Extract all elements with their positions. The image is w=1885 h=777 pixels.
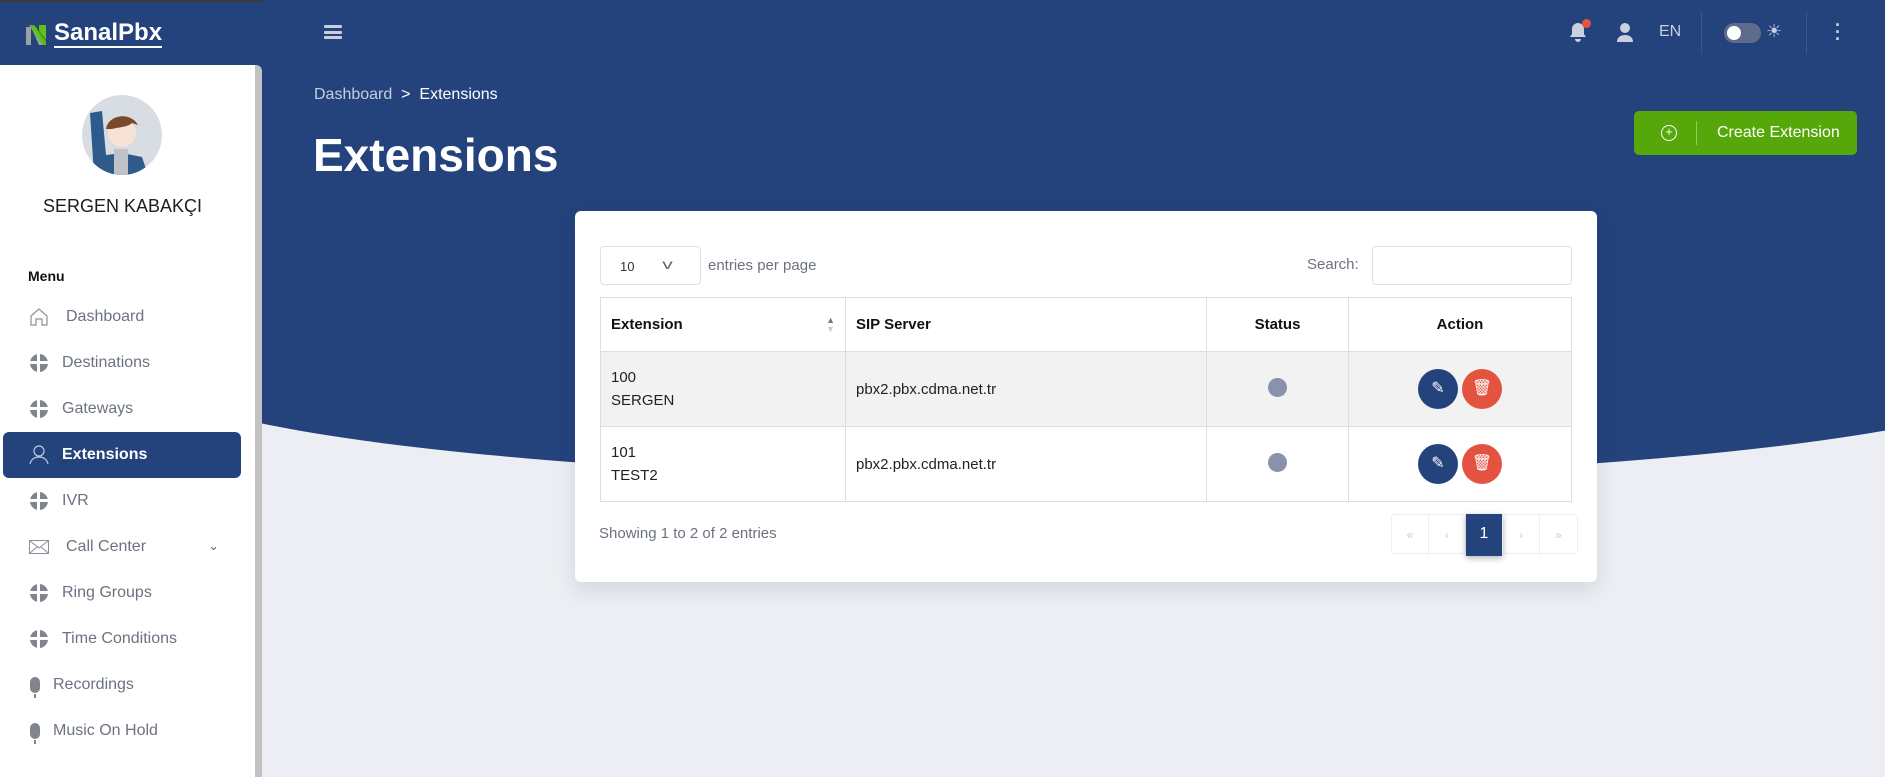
column-header-status[interactable]: Status xyxy=(1206,297,1349,352)
delete-button[interactable]: 🗑 xyxy=(1462,444,1502,484)
page-title: Extensions xyxy=(313,129,559,181)
create-extension-button[interactable]: + Create Extension xyxy=(1634,111,1857,155)
column-header-sip-server[interactable]: SIP Server xyxy=(845,297,1207,352)
globe-icon xyxy=(28,584,50,602)
more-vertical-icon[interactable]: · · · xyxy=(1835,15,1841,49)
extension-name: SERGEN xyxy=(611,392,675,409)
user-icon[interactable] xyxy=(1616,22,1634,47)
sidebar-item-label: Music On Hold xyxy=(53,722,158,739)
menu-heading: Menu xyxy=(28,268,65,284)
column-header-extension[interactable]: Extension ▲ ▼ xyxy=(600,297,846,352)
sip-server: pbx2.pbx.cdma.net.tr xyxy=(845,426,1207,502)
globe-icon xyxy=(28,354,50,372)
pagination-page-1[interactable]: 1 xyxy=(1466,514,1503,556)
pagination: « ‹ 1 › » xyxy=(1391,514,1578,556)
sidebar-item-gateways[interactable]: Gateways xyxy=(3,386,241,432)
sidebar-item-call-center[interactable]: Call Center ⌄ xyxy=(3,524,241,570)
microphone-icon xyxy=(28,677,42,698)
page-size-value: 10 xyxy=(620,259,635,274)
table-row: 101 TEST2 pbx2.pbx.cdma.net.tr ✎ 🗑 xyxy=(600,426,1572,502)
sidebar-item-extensions[interactable]: Extensions xyxy=(3,432,241,478)
sidebar-item-music-on-hold[interactable]: Music On Hold xyxy=(3,708,241,754)
sidebar-item-ivr[interactable]: IVR xyxy=(3,478,241,524)
sidebar-item-label: Gateways xyxy=(62,400,134,417)
page-size-select[interactable]: 10 v xyxy=(600,246,701,285)
sidebar: SERGEN KABAKÇI Menu Dashboard Destinatio… xyxy=(0,65,262,777)
microphone-icon xyxy=(28,723,42,744)
brand-name: SanalPbx xyxy=(54,19,163,48)
sort-icon[interactable]: ▲ ▼ xyxy=(826,314,835,334)
sidebar-item-ring-groups[interactable]: Ring Groups xyxy=(3,570,241,616)
extension-number: 100 xyxy=(611,369,637,386)
breadcrumb-dashboard-link[interactable]: Dashboard xyxy=(314,86,393,103)
pagination-first[interactable]: « xyxy=(1392,515,1429,555)
language-selector[interactable]: EN xyxy=(1659,23,1682,40)
breadcrumb-separator: > xyxy=(401,86,411,103)
sidebar-item-destinations[interactable]: Destinations xyxy=(3,340,241,386)
status-indicator xyxy=(1268,377,1287,397)
breadcrumb-current: Extensions xyxy=(419,86,498,103)
globe-icon xyxy=(28,400,50,418)
breadcrumb: Dashboard > Extensions xyxy=(314,86,498,104)
extensions-table: Extension ▲ ▼ SIP Server Status Action 100… xyxy=(600,297,1572,502)
search-label: Search: xyxy=(1307,256,1359,273)
theme-toggle[interactable] xyxy=(1724,23,1761,43)
home-icon xyxy=(28,308,50,326)
chevron-down-icon: ⌄ xyxy=(208,538,219,553)
edit-button[interactable]: ✎ xyxy=(1418,444,1458,484)
entries-per-page-label: entries per page xyxy=(708,257,817,274)
pagination-last[interactable]: » xyxy=(1555,528,1562,542)
notification-badge xyxy=(1582,19,1591,28)
edit-button[interactable]: ✎ xyxy=(1418,369,1458,409)
delete-button[interactable]: 🗑 xyxy=(1462,369,1502,409)
globe-icon xyxy=(28,630,50,648)
sidebar-item-dashboard[interactable]: Dashboard xyxy=(3,294,241,340)
sip-server: pbx2.pbx.cdma.net.tr xyxy=(845,351,1207,427)
sidebar-item-label: Time Conditions xyxy=(62,630,178,647)
logo-icon xyxy=(26,24,46,45)
user-icon xyxy=(28,445,50,465)
sidebar-item-recordings[interactable]: Recordings xyxy=(3,662,241,708)
sun-icon: ☀ xyxy=(1766,21,1783,41)
brand-logo[interactable]: SanalPbx xyxy=(26,19,163,48)
sidebar-item-label: IVR xyxy=(62,492,89,509)
sidebar-item-label: Call Center xyxy=(66,538,147,555)
sidebar-item-label: Extensions xyxy=(62,446,148,463)
column-header-action: Action xyxy=(1348,297,1572,352)
sidebar-item-label: Dashboard xyxy=(66,308,145,325)
sidebar-item-label: Ring Groups xyxy=(62,584,152,601)
pagination-prev[interactable]: ‹ xyxy=(1429,515,1466,555)
table-row: 100 SERGEN pbx2.pbx.cdma.net.tr ✎ 🗑 xyxy=(600,351,1572,427)
chevron-down-icon: v xyxy=(662,256,673,272)
sidebar-item-label: Recordings xyxy=(53,676,134,693)
sidebar-item-label: Destinations xyxy=(62,354,151,371)
extensions-card: 10 v entries per page Search: Extension ▲ ▼… xyxy=(575,211,1597,582)
extension-number: 101 xyxy=(611,444,637,461)
envelope-icon xyxy=(28,540,50,554)
search-input[interactable] xyxy=(1372,246,1572,285)
pagination-next[interactable]: › xyxy=(1503,515,1540,555)
notification-bell-icon[interactable] xyxy=(1569,19,1591,42)
avatar[interactable] xyxy=(82,95,162,175)
menu-toggle-icon[interactable] xyxy=(324,25,342,39)
globe-icon xyxy=(28,492,50,510)
create-extension-label: Create Extension xyxy=(1717,124,1840,141)
user-name: SERGEN KABAKÇI xyxy=(42,196,203,216)
sidebar-item-time-conditions[interactable]: Time Conditions xyxy=(3,616,241,662)
table-info: Showing 1 to 2 of 2 entries xyxy=(599,525,777,542)
extension-name: TEST2 xyxy=(611,467,658,484)
status-indicator xyxy=(1268,452,1287,472)
plus-circle-icon: + xyxy=(1661,125,1677,141)
